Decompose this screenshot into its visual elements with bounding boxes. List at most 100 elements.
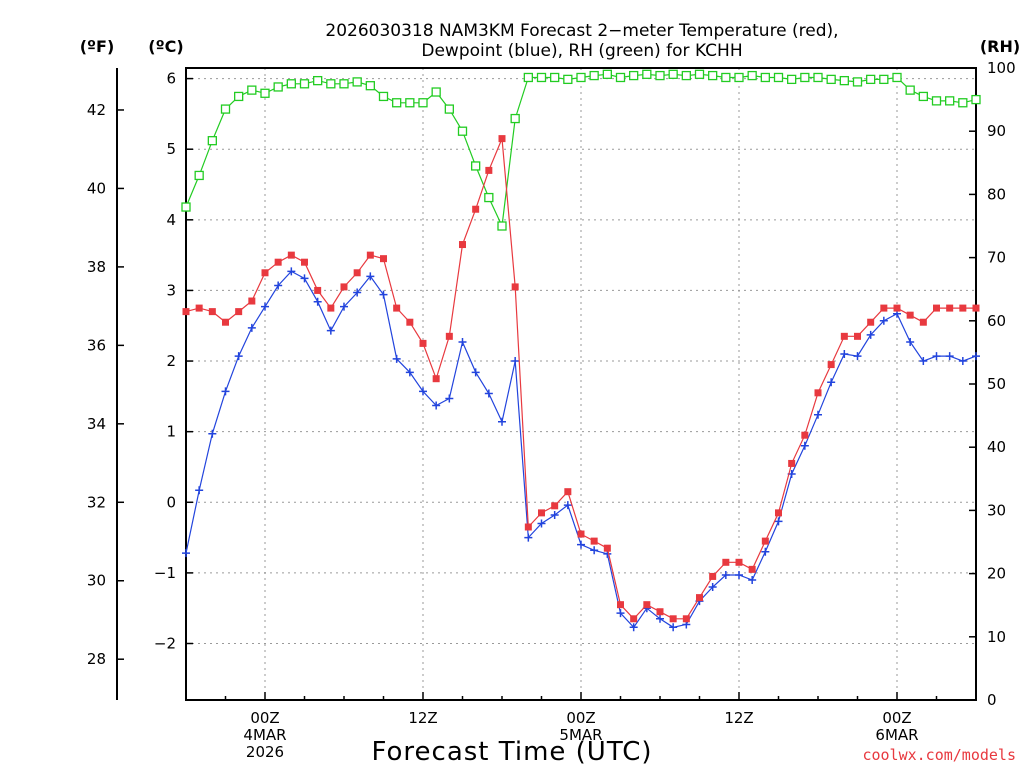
- rh-point: [563, 74, 573, 85]
- rh-point: [536, 72, 547, 83]
- dewpoint-point: [511, 357, 520, 366]
- chart-title-line1: 2026030318 NAM3KM Forecast 2−meter Tempe…: [325, 21, 838, 41]
- temperature-point: [722, 558, 730, 566]
- temperature-point: [248, 297, 256, 305]
- rh-point: [220, 104, 231, 114]
- rh-tick-label: 0: [987, 691, 997, 709]
- dewpoint-point: [247, 323, 256, 332]
- rh-point: [550, 72, 560, 83]
- temperature-point: [630, 615, 638, 623]
- rh-point: [299, 79, 310, 89]
- fahrenheit-tick-label: 36: [87, 336, 106, 354]
- temperature-point: [419, 339, 427, 347]
- temperature-point: [893, 304, 901, 312]
- rh-point: [971, 94, 981, 105]
- rh-point: [866, 74, 876, 85]
- dewpoint-point: [827, 378, 836, 387]
- dewpoint-point: [616, 609, 625, 618]
- temperature-point: [459, 241, 466, 249]
- temperature-point: [261, 269, 269, 277]
- rh-point: [800, 72, 810, 83]
- dewpoint-point: [313, 297, 322, 306]
- rh-tick-label: 50: [987, 375, 1006, 393]
- rh-point: [589, 70, 599, 81]
- grid-lines: [186, 68, 976, 700]
- x-tick-label: 4MAR: [243, 726, 286, 744]
- fahrenheit-tick-label: 30: [87, 572, 106, 590]
- dewpoint-point: [484, 389, 493, 398]
- fahrenheit-tick-label: 38: [87, 258, 106, 276]
- rh-point: [958, 98, 968, 108]
- rh-point: [655, 70, 665, 81]
- dewpoint-point: [471, 368, 480, 377]
- dewpoint-point: [853, 352, 862, 361]
- dewpoint-point: [721, 571, 730, 580]
- series-group: [181, 69, 981, 632]
- dewpoint-point: [919, 357, 928, 366]
- rh-tick-label: 60: [987, 312, 1006, 330]
- rh-point: [273, 82, 283, 92]
- celsius-tick-label: 0: [166, 493, 176, 511]
- rh-point: [418, 98, 428, 108]
- rh-tick-label: 10: [987, 628, 1006, 646]
- dewpoint-point: [708, 583, 717, 592]
- temperature-point: [959, 304, 967, 312]
- rh-tick-label: 20: [987, 565, 1006, 583]
- dewpoint-point: [195, 486, 204, 495]
- temperature-point: [761, 537, 769, 545]
- rh-point: [286, 79, 296, 89]
- dewpoint-point: [366, 272, 375, 281]
- temperature-point: [972, 304, 980, 312]
- temperature-point: [682, 615, 690, 623]
- dewpoint-point: [340, 302, 348, 311]
- temperature-point: [590, 537, 598, 545]
- temperature-point: [696, 594, 703, 602]
- rh-point: [734, 72, 744, 83]
- x-tick-label: 12Z: [724, 709, 753, 727]
- dewpoint-point: [234, 352, 243, 361]
- temperature-point: [669, 615, 677, 623]
- rh-point: [576, 72, 586, 83]
- temperature-point: [274, 258, 282, 266]
- temperature-point: [603, 544, 611, 552]
- fahrenheit-tick-label: 34: [87, 415, 106, 433]
- temperature-point: [511, 283, 519, 291]
- rh-point: [931, 96, 942, 106]
- dewpoint-point: [326, 326, 335, 335]
- dewpoint-point: [274, 281, 283, 290]
- temperature-point: [524, 523, 532, 531]
- rh-point: [247, 85, 257, 95]
- rh-unit-label: (RH): [980, 37, 1020, 56]
- temperature-point: [656, 608, 664, 616]
- temperature-point: [393, 304, 401, 312]
- dewpoint-point: [590, 546, 599, 555]
- dewpoint-point: [221, 387, 230, 396]
- rh-point: [457, 126, 468, 136]
- rh-point: [378, 91, 389, 102]
- dewpoint-point: [432, 401, 441, 410]
- rh-tick-label: 80: [987, 185, 1006, 203]
- temperature-point: [880, 304, 888, 312]
- temperature-point: [182, 308, 190, 316]
- dewpoint-point: [748, 575, 757, 584]
- celsius-tick-label: 2: [166, 352, 176, 370]
- celsius-tick-label: 5: [166, 140, 176, 158]
- temperature-point: [867, 318, 875, 326]
- rh-tick-label: 70: [987, 249, 1006, 267]
- dewpoint-point: [261, 302, 269, 311]
- rh-point: [773, 72, 784, 83]
- celsius-tick-label: −1: [154, 564, 176, 582]
- dewpoint-point: [287, 267, 296, 276]
- temperature-point: [327, 304, 335, 312]
- temperature-point: [748, 565, 756, 573]
- rh-point: [444, 104, 454, 114]
- dewpoint-point: [419, 387, 427, 396]
- dewpoint-point: [353, 288, 362, 297]
- fahrenheit-tick-label: 28: [87, 650, 106, 668]
- rh-point: [760, 72, 770, 83]
- temperature-point: [380, 255, 387, 263]
- dewpoint-point: [972, 352, 980, 361]
- rh-tick-label: 30: [987, 501, 1006, 519]
- rh-point: [813, 72, 823, 83]
- rh-point: [484, 192, 494, 203]
